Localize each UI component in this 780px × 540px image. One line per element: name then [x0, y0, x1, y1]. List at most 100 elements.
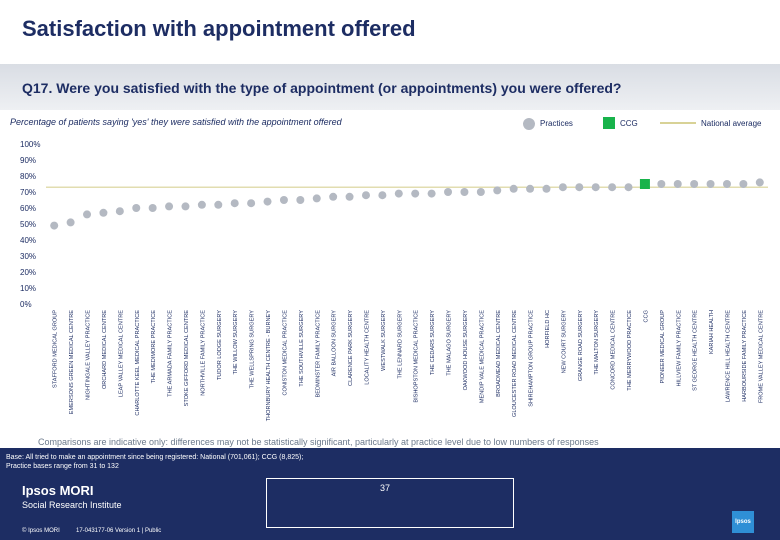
base-line-2: Practice bases range from 31 to 132	[6, 463, 119, 470]
page-number-box	[266, 478, 514, 528]
y-tick-label: 20%	[20, 268, 36, 277]
practice-point	[444, 188, 453, 196]
ccg-marker	[639, 179, 650, 189]
version-text: 17-043177-06 Version 1 | Public	[76, 528, 162, 534]
practice-point	[99, 208, 108, 217]
practice-point	[329, 192, 338, 201]
category-label: NORTHVILLE FAMILY PRACTICE	[200, 310, 206, 396]
brand-subtitle: Social Research Institute	[22, 500, 122, 510]
legend-national-label: National average	[701, 119, 762, 128]
practice-point	[624, 183, 633, 192]
category-label: NIGHTINGALE VALLEY PRACTICE	[86, 310, 92, 400]
category-label: CONISTON MEDICAL PRACTICE	[282, 310, 288, 396]
practice-point	[526, 184, 535, 193]
practice-point	[542, 184, 551, 193]
page-title: Satisfaction with appointment offered	[22, 16, 416, 41]
practice-point	[673, 180, 682, 188]
practice-point	[394, 189, 403, 198]
category-label: CCG	[643, 310, 649, 322]
practice-point	[755, 178, 764, 187]
category-label: GRANGE ROAD SURGERY	[578, 310, 584, 381]
category-label: GLOUCESTER ROAD MEDICAL CENTRE	[512, 310, 518, 417]
practice-point	[296, 196, 305, 204]
practice-point	[493, 186, 502, 195]
category-label: STOKE GIFFORD MEDICAL CENTRE	[184, 310, 190, 407]
legend-practices-label: Practices	[540, 119, 573, 128]
practice-point	[50, 221, 59, 230]
practice-point	[247, 199, 256, 208]
y-tick-label: 90%	[20, 156, 36, 165]
category-label: ORCHARD MEDICAL CENTRE	[102, 310, 108, 389]
practice-point	[214, 200, 223, 209]
category-label: THE LENNARD SURGERY	[397, 310, 403, 379]
category-label: PIONEER MEDICAL GROUP	[660, 310, 666, 384]
category-label: EMERSONS GREEN MEDICAL CENTRE	[69, 310, 75, 414]
copyright-text: © Ipsos MORI	[22, 528, 60, 534]
y-tick-label: 50%	[20, 220, 36, 229]
practice-point	[148, 204, 157, 212]
legend-practices-icon	[523, 118, 535, 130]
practice-point	[575, 183, 584, 192]
practice-point	[279, 196, 288, 204]
y-tick-label: 40%	[20, 236, 36, 245]
category-label: HORFIELD HC	[545, 310, 551, 348]
category-label: THE MALTON SURGERY	[594, 310, 600, 375]
practice-point	[690, 180, 699, 188]
y-tick-label: 30%	[20, 252, 36, 261]
category-label: LAWRENCE HILL HEALTH CENTRE	[725, 310, 731, 403]
practice-point	[460, 188, 469, 196]
practice-point	[115, 207, 124, 216]
category-label: THE WELLSPRING SURGERY	[250, 310, 256, 389]
category-label: HARBOURSIDE FAMILY PRACTICE	[742, 310, 748, 402]
practice-point	[361, 191, 370, 200]
y-tick-label: 80%	[20, 172, 36, 181]
practice-point	[165, 202, 174, 211]
practice-point	[591, 183, 600, 192]
footer-bar	[0, 448, 780, 540]
category-label: CONCORD MEDICAL CENTRE	[611, 310, 617, 390]
y-tick-label: 60%	[20, 204, 36, 213]
y-tick-label: 100%	[20, 140, 40, 149]
category-label: CHARLOTTE KEEL MEDICAL PRACTICE	[135, 310, 141, 416]
category-label: NEW COURT SURGERY	[561, 310, 567, 374]
practice-point	[263, 197, 272, 206]
category-label: THE WILLOW SURGERY	[233, 310, 239, 375]
header-bar: Satisfaction with appointment offered	[0, 0, 780, 60]
question-text: Q17. Were you satisfied with the type of…	[22, 80, 622, 96]
y-tick-label: 0%	[20, 300, 32, 309]
practice-point	[739, 180, 748, 188]
category-label: LEAP VALLEY MEDICAL CENTRE	[118, 310, 124, 397]
y-tick-label: 70%	[20, 188, 36, 197]
practice-point	[657, 180, 666, 188]
category-label: THE MERRYWOOD PRACTICE	[627, 310, 633, 391]
category-label: WESTWALK SURGERY	[381, 310, 387, 371]
category-label: THE MALAGO SURGERY	[447, 310, 453, 376]
category-label: KARIAH HEALTH	[709, 310, 715, 354]
legend-national-icon	[660, 122, 696, 124]
base-line-1: Base: All tried to make an appointment s…	[6, 454, 304, 461]
category-label: CLARENCE PARK SURGERY	[348, 310, 354, 386]
practice-point	[378, 191, 387, 200]
y-tick-label: 10%	[20, 284, 36, 293]
practice-point	[558, 183, 567, 192]
practice-point	[312, 194, 321, 203]
practice-point	[197, 200, 206, 209]
practice-point	[476, 188, 485, 196]
practice-point	[509, 184, 518, 193]
practice-point	[345, 192, 354, 201]
practice-point	[132, 204, 141, 212]
category-label: TUDOR LODGE SURGERY	[217, 310, 223, 380]
practice-point	[608, 183, 617, 192]
category-label: THE SOUTHVILLE SURGERY	[299, 310, 305, 387]
practice-point	[181, 202, 190, 211]
legend-ccg-label: CCG	[620, 119, 638, 128]
practice-point	[427, 189, 436, 198]
category-label: BEDMINSTER FAMILY PRACTICE	[315, 310, 321, 398]
category-label: BISHOPSTON MEDICAL PRACTICE	[414, 310, 420, 403]
category-label: LOCALITY HEALTH CENTRE	[364, 310, 370, 385]
category-label: FROME VALLEY MEDICAL CENTRE	[758, 310, 764, 403]
page-number: 37	[380, 483, 391, 493]
category-label: OAKWOOD HOUSE SURGERY	[463, 310, 469, 391]
category-label: THE ARMADA FAMILY PRACTICE	[168, 310, 174, 397]
chart-area: 100% 90% 80% 70% 60% 50% 40% 30% 20% 10% 0% STAFFOR…	[20, 140, 768, 421]
